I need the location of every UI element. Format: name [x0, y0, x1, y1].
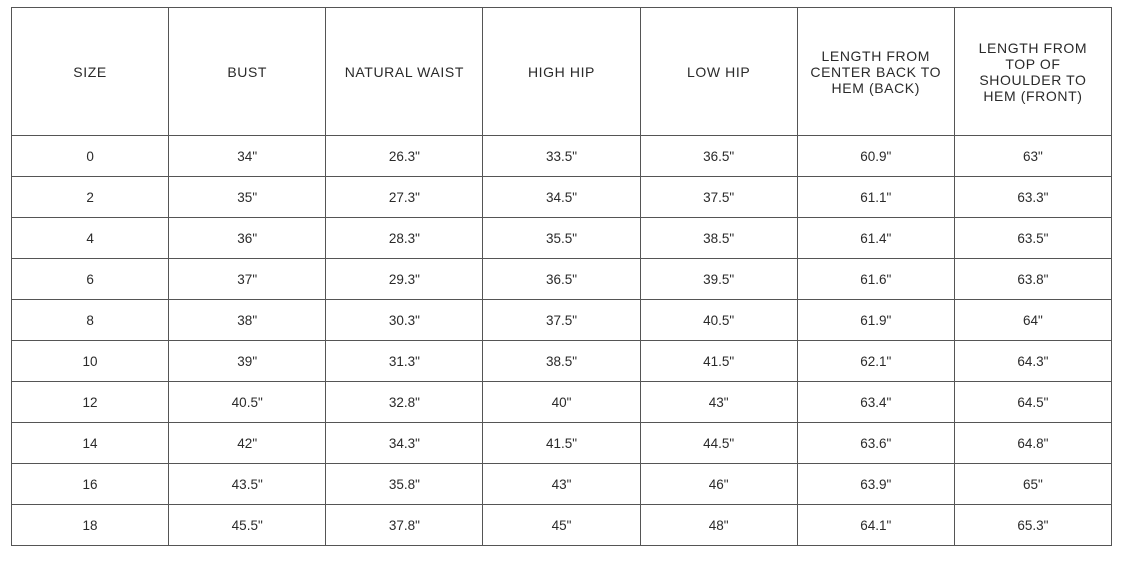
- table-cell: 61.1": [796, 176, 955, 218]
- table-cell: 8: [10, 299, 170, 341]
- table-cell: 64.8": [953, 422, 1113, 464]
- table-cell: 10: [10, 340, 170, 382]
- header-size: SIZE: [10, 7, 170, 136]
- table-cell: 61.9": [796, 299, 955, 341]
- table-cell: 31.3": [325, 340, 484, 382]
- table-cell: 46": [639, 463, 798, 505]
- table-cell: 64.5": [953, 381, 1113, 423]
- table-cell: 34": [168, 135, 327, 177]
- table-cell: 63.3": [953, 176, 1113, 218]
- table-cell: 41.5": [639, 340, 798, 382]
- header-row: SIZE BUST NATURAL WAIST HIGH HIP LOW HIP…: [10, 7, 1113, 136]
- table-cell: 34.3": [325, 422, 484, 464]
- table-cell: 65.3": [953, 504, 1113, 546]
- table-body: 0 34" 26.3" 33.5" 36.5" 60.9" 63" 2 35" 27.3" 34.5…: [10, 135, 1113, 546]
- table-cell: 28.3": [325, 217, 484, 259]
- table-cell: 63.5": [953, 217, 1113, 259]
- table-cell: 14: [10, 422, 170, 464]
- header-high-hip: HIGH HIP: [482, 7, 641, 136]
- table-cell: 37.8": [325, 504, 484, 546]
- table-cell: 43": [639, 381, 798, 423]
- table-cell: 63.6": [796, 422, 955, 464]
- table-cell: 63.8": [953, 258, 1113, 300]
- table-cell: 35.8": [325, 463, 484, 505]
- table-cell: 64.1": [796, 504, 955, 546]
- table-row: 12 40.5" 32.8" 40" 43" 63.4" 64.5": [10, 381, 1113, 423]
- table-row: 8 38" 30.3" 37.5" 40.5" 61.9" 64": [10, 299, 1113, 341]
- table-cell: 0: [10, 135, 170, 177]
- table-cell: 41.5": [482, 422, 641, 464]
- table-cell: 43": [482, 463, 641, 505]
- table-cell: 32.8": [325, 381, 484, 423]
- table-cell: 43.5": [168, 463, 327, 505]
- table-cell: 61.4": [796, 217, 955, 259]
- table-cell: 6: [10, 258, 170, 300]
- table-cell: 29.3": [325, 258, 484, 300]
- table-row: 14 42" 34.3" 41.5" 44.5" 63.6" 64.8": [10, 422, 1113, 464]
- table-cell: 60.9": [796, 135, 955, 177]
- header-length-back: LENGTH FROM CENTER BACK TO HEM (BACK): [796, 7, 955, 136]
- table-cell: 35.5": [482, 217, 641, 259]
- table-cell: 63": [953, 135, 1113, 177]
- table-cell: 36": [168, 217, 327, 259]
- table-cell: 4: [10, 217, 170, 259]
- table-cell: 39.5": [639, 258, 798, 300]
- table-cell: 18: [10, 504, 170, 546]
- table-cell: 40": [482, 381, 641, 423]
- header-natural-waist: NATURAL WAIST: [325, 7, 484, 136]
- table-cell: 30.3": [325, 299, 484, 341]
- header-bust: BUST: [168, 7, 327, 136]
- table-cell: 2: [10, 176, 170, 218]
- header-length-front: LENGTH FROM TOP OF SHOULDER TO HEM (FRON…: [953, 7, 1113, 136]
- table-cell: 44.5": [639, 422, 798, 464]
- size-chart-table: SIZE BUST NATURAL WAIST HIGH HIP LOW HIP…: [10, 7, 1113, 546]
- table-row: 4 36" 28.3" 35.5" 38.5" 61.4" 63.5": [10, 217, 1113, 259]
- table-cell: 37.5": [482, 299, 641, 341]
- table-cell: 63.9": [796, 463, 955, 505]
- table-row: 16 43.5" 35.8" 43" 46" 63.9" 65": [10, 463, 1113, 505]
- table-cell: 64": [953, 299, 1113, 341]
- table-cell: 35": [168, 176, 327, 218]
- table-cell: 26.3": [325, 135, 484, 177]
- table-cell: 27.3": [325, 176, 484, 218]
- table-cell: 64.3": [953, 340, 1113, 382]
- table-row: 0 34" 26.3" 33.5" 36.5" 60.9" 63": [10, 135, 1113, 177]
- table-cell: 38": [168, 299, 327, 341]
- table-cell: 45": [482, 504, 641, 546]
- table-row: 10 39" 31.3" 38.5" 41.5" 62.1" 64.3": [10, 340, 1113, 382]
- header-low-hip: LOW HIP: [639, 7, 798, 136]
- table-cell: 39": [168, 340, 327, 382]
- table-cell: 37.5": [639, 176, 798, 218]
- table-cell: 63.4": [796, 381, 955, 423]
- table-cell: 36.5": [639, 135, 798, 177]
- table-cell: 16: [10, 463, 170, 505]
- table-cell: 36.5": [482, 258, 641, 300]
- table-row: 6 37" 29.3" 36.5" 39.5" 61.6" 63.8": [10, 258, 1113, 300]
- table-cell: 40.5": [639, 299, 798, 341]
- table-cell: 40.5": [168, 381, 327, 423]
- table-cell: 12: [10, 381, 170, 423]
- table-row: 2 35" 27.3" 34.5" 37.5" 61.1" 63.3": [10, 176, 1113, 218]
- table-cell: 37": [168, 258, 327, 300]
- table-cell: 65": [953, 463, 1113, 505]
- table-cell: 61.6": [796, 258, 955, 300]
- table-cell: 42": [168, 422, 327, 464]
- table-cell: 45.5": [168, 504, 327, 546]
- table-row: 18 45.5" 37.8" 45" 48" 64.1" 65.3": [10, 504, 1113, 546]
- table-cell: 33.5": [482, 135, 641, 177]
- table-cell: 38.5": [639, 217, 798, 259]
- table-cell: 62.1": [796, 340, 955, 382]
- table-cell: 48": [639, 504, 798, 546]
- table-cell: 34.5": [482, 176, 641, 218]
- table-cell: 38.5": [482, 340, 641, 382]
